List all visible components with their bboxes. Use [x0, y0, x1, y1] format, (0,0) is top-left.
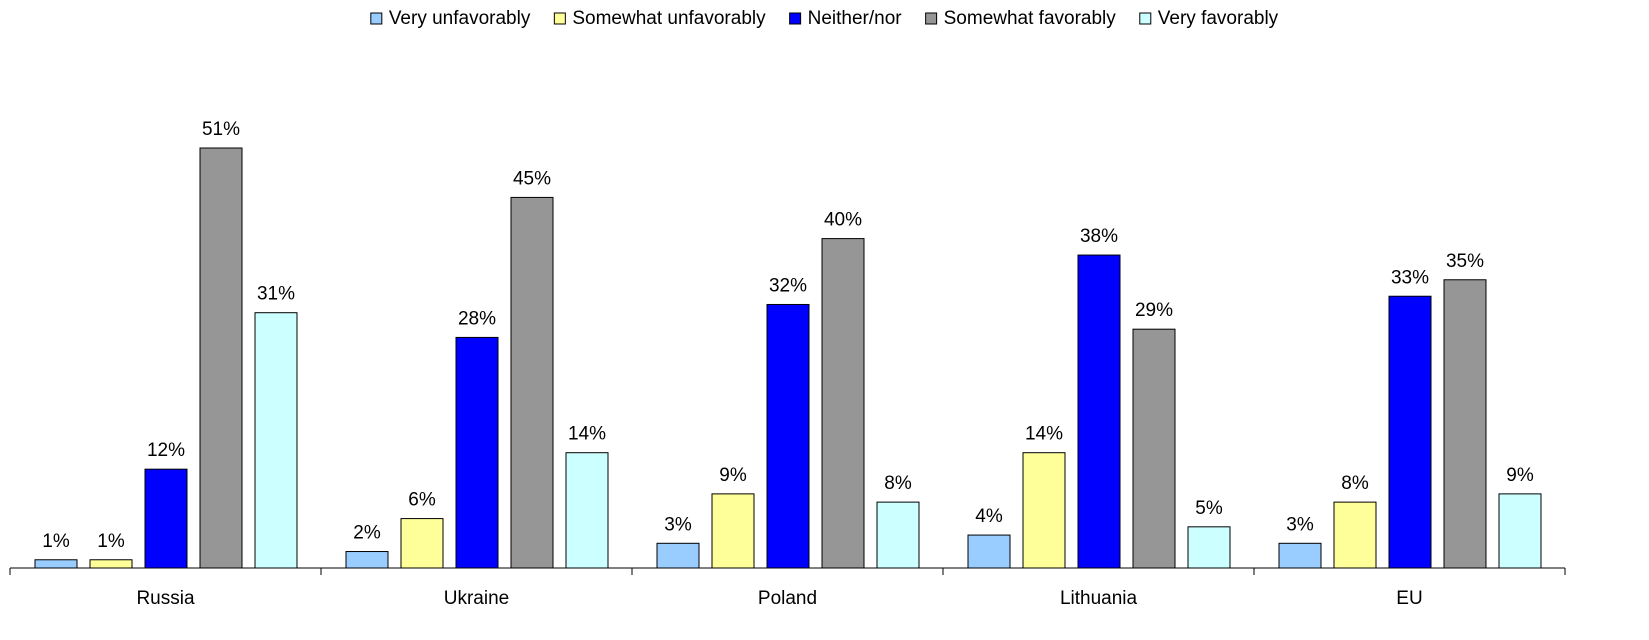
- bar: [656, 542, 700, 569]
- bar: [400, 518, 444, 569]
- value-label: 38%: [1080, 226, 1118, 247]
- value-label: 2%: [353, 523, 381, 544]
- bar: [144, 468, 188, 569]
- bar: [1278, 542, 1322, 569]
- bar: [1498, 493, 1542, 569]
- bar: [1333, 501, 1377, 569]
- value-label: 8%: [884, 473, 912, 494]
- legend-swatch: [1139, 12, 1152, 25]
- x-tick-label: Ukraine: [444, 588, 509, 609]
- bar: [821, 238, 865, 569]
- value-label: 9%: [1506, 465, 1534, 486]
- legend-label: Somewhat unfavorably: [572, 8, 766, 29]
- value-label: 45%: [513, 168, 551, 189]
- bar: [254, 312, 298, 569]
- bar: [1132, 328, 1176, 569]
- bar: [1388, 295, 1432, 569]
- bar: [89, 559, 133, 569]
- bar: [455, 336, 499, 569]
- x-tick-label: Russia: [136, 588, 195, 609]
- bar: [876, 501, 920, 569]
- legend-label: Very favorably: [1158, 8, 1279, 29]
- legend-label: Somewhat favorably: [944, 8, 1117, 29]
- legend-label: Neither/nor: [808, 8, 903, 29]
- x-tick-label: EU: [1396, 588, 1422, 609]
- bar: [1077, 254, 1121, 569]
- value-label: 9%: [719, 465, 747, 486]
- bar: [199, 147, 243, 569]
- value-label: 29%: [1135, 300, 1173, 321]
- value-label: 3%: [1286, 514, 1314, 535]
- bar: [1187, 526, 1231, 569]
- value-label: 1%: [42, 531, 70, 552]
- legend-swatch: [925, 12, 938, 25]
- legend-swatch: [370, 12, 383, 25]
- value-label: 6%: [408, 490, 436, 511]
- value-label: 3%: [664, 514, 692, 535]
- value-label: 1%: [97, 531, 125, 552]
- value-label: 35%: [1446, 251, 1484, 272]
- legend-label: Very unfavorably: [389, 8, 531, 29]
- bar: [510, 196, 554, 569]
- value-label: 12%: [147, 440, 185, 461]
- bar: [1022, 452, 1066, 569]
- value-label: 14%: [568, 424, 606, 445]
- x-tick-label: Lithuania: [1060, 588, 1138, 609]
- bar: [34, 559, 78, 569]
- value-label: 40%: [824, 210, 862, 231]
- bar: [565, 452, 609, 569]
- x-tick-label: Poland: [758, 588, 817, 609]
- value-label: 4%: [975, 506, 1003, 527]
- legend-swatch: [789, 12, 802, 25]
- value-label: 33%: [1391, 267, 1429, 288]
- value-label: 28%: [458, 308, 496, 329]
- value-label: 31%: [257, 284, 295, 305]
- value-label: 14%: [1025, 424, 1063, 445]
- value-label: 5%: [1195, 498, 1223, 519]
- bar: [345, 551, 389, 569]
- bar: [766, 303, 810, 569]
- value-label: 32%: [769, 275, 807, 296]
- bar: [1443, 279, 1487, 569]
- value-label: 8%: [1341, 473, 1369, 494]
- bar: [711, 493, 755, 569]
- value-label: 51%: [202, 119, 240, 140]
- bar: [967, 534, 1011, 569]
- legend-swatch: [553, 12, 566, 25]
